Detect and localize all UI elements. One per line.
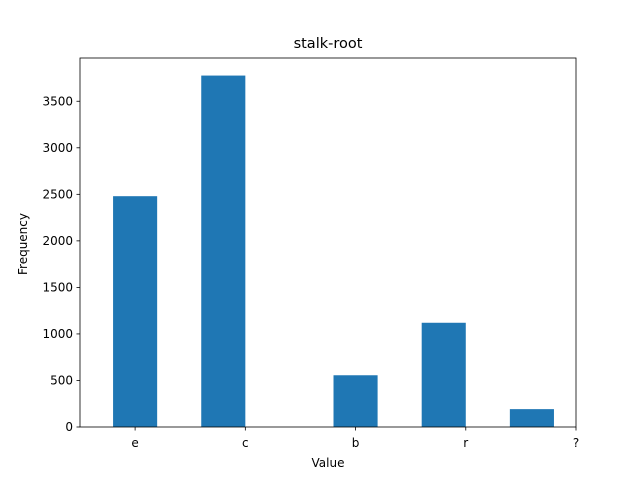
bar-1	[201, 75, 246, 428]
bars-layer	[113, 75, 554, 428]
bar-4	[509, 409, 554, 427]
y-tick-label: 1500	[42, 280, 73, 294]
y-tick-label: 2000	[42, 234, 73, 248]
y-tick-label: 500	[50, 373, 73, 387]
x-tick-label: r	[463, 436, 468, 450]
x-tick-label: c	[242, 436, 249, 450]
x-ticks: e c b r?	[131, 427, 579, 450]
x-tick-label: ?	[573, 436, 579, 450]
bar-3	[421, 322, 466, 427]
chart-title: stalk-root	[294, 36, 363, 52]
bar-2	[333, 375, 378, 427]
x-axis-label: Value	[312, 456, 345, 470]
y-tick-label: 3000	[42, 141, 73, 155]
bar-0	[113, 196, 158, 427]
y-tick-label: 3500	[42, 94, 73, 108]
plot-frame	[79, 57, 577, 428]
y-ticks: 0 500 1000 1500 2000 2500 3000 3500	[42, 94, 80, 434]
y-axis-label: Frequency	[16, 213, 30, 275]
x-tick-label: e	[131, 436, 138, 450]
y-tick-label: 2500	[42, 187, 73, 201]
x-tick-label: b	[352, 436, 360, 450]
axes-layer	[79, 57, 577, 428]
y-tick-label: 1000	[42, 327, 73, 341]
y-tick-label: 0	[65, 420, 73, 434]
